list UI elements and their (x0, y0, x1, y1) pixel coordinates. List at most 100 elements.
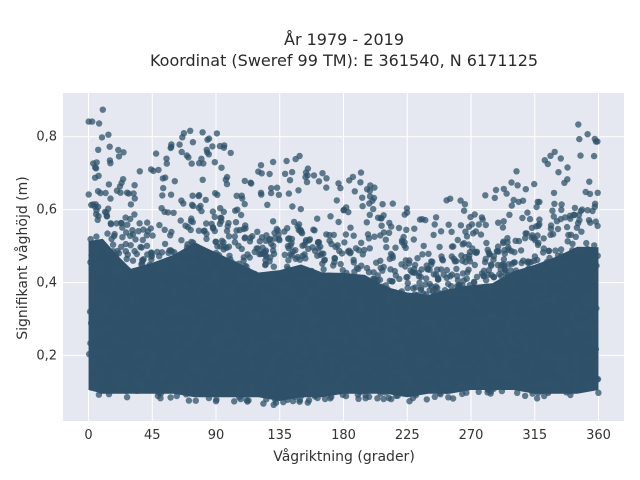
scatter-point (124, 221, 131, 228)
scatter-point (521, 319, 528, 326)
scatter-point (556, 335, 563, 343)
scatter-point (228, 279, 236, 286)
scatter-point (89, 201, 97, 208)
scatter-point (554, 225, 562, 233)
scatter-point (241, 200, 248, 208)
scatter-point (315, 178, 323, 185)
scatter-point (500, 256, 508, 263)
scatter-point (85, 118, 92, 125)
scatter-point (379, 321, 386, 328)
scatter-point (88, 252, 95, 259)
scatter-point (197, 308, 205, 315)
scatter-point (169, 339, 176, 347)
scatter-point (298, 374, 305, 381)
scatter-point (441, 287, 449, 294)
scatter-point (541, 157, 548, 164)
scatter-point (380, 300, 387, 307)
scatter-point (208, 348, 216, 355)
scatter-point (136, 302, 143, 309)
scatter-point (189, 301, 196, 308)
scatter-point (294, 305, 301, 313)
scatter-point (250, 371, 257, 378)
scatter-point (354, 391, 362, 398)
scatter-point (378, 222, 385, 229)
scatter-point (127, 215, 134, 223)
scatter-point (550, 258, 557, 265)
scatter-point (124, 306, 131, 313)
scatter-point (402, 308, 409, 315)
scatter-point (97, 189, 104, 197)
scatter-point (490, 326, 497, 334)
scatter-point (87, 319, 95, 327)
scatter-point (453, 257, 460, 265)
scatter-point (359, 322, 367, 329)
scatter-point (250, 354, 257, 361)
x-tick-label: 225 (395, 428, 420, 443)
scatter-point (359, 194, 366, 201)
scatter-point (161, 240, 169, 248)
scatter-point (310, 346, 317, 353)
scatter-point (412, 332, 420, 340)
scatter-point (587, 309, 594, 316)
scatter-point (549, 319, 556, 326)
scatter-point (241, 235, 248, 242)
scatter-point (156, 334, 163, 342)
scatter-point (272, 399, 280, 406)
scatter-point (475, 349, 482, 356)
scatter-point (347, 303, 355, 310)
scatter-point (156, 322, 164, 329)
scatter-point (275, 319, 283, 327)
scatter-point (443, 197, 450, 204)
scatter-point (168, 143, 175, 151)
scatter-point (284, 300, 291, 308)
scatter-point (163, 160, 170, 167)
scatter-point (459, 327, 466, 334)
scatter-point (256, 352, 263, 359)
scatter-point (418, 334, 425, 341)
scatter-point (252, 289, 260, 296)
scatter-point (113, 220, 120, 227)
scatter-point (539, 338, 546, 345)
scatter-point (118, 321, 125, 328)
scatter-point (120, 316, 128, 323)
scatter-point (281, 276, 288, 283)
scatter-point (204, 284, 211, 292)
scatter-point (364, 329, 372, 336)
scatter-point (345, 329, 352, 336)
scatter-point (378, 372, 386, 380)
scatter-point (326, 341, 333, 349)
scatter-point (357, 179, 364, 186)
scatter-point (349, 173, 357, 181)
scatter-point (426, 324, 433, 332)
scatter-point (98, 277, 105, 284)
scatter-point (434, 381, 441, 388)
scatter-point (128, 383, 135, 391)
scatter-point (302, 255, 309, 262)
scatter-point (427, 331, 435, 339)
scatter-point (255, 368, 262, 376)
scatter-point (271, 348, 278, 355)
scatter-point (585, 250, 593, 258)
scatter-point (192, 374, 199, 381)
scatter-point (466, 258, 474, 265)
scatter-point (463, 368, 471, 375)
scatter-point (265, 285, 273, 292)
scatter-point (235, 260, 243, 267)
scatter-point (132, 236, 139, 243)
x-tick-label: 90 (208, 428, 225, 443)
scatter-point (143, 341, 150, 349)
scatter-point (158, 205, 165, 212)
scatter-point (200, 362, 208, 370)
scatter-point (302, 335, 309, 342)
scatter-point (130, 190, 137, 197)
scatter-point (392, 244, 399, 251)
scatter-point (459, 257, 466, 264)
scatter-point (517, 247, 525, 254)
scatter-point (568, 375, 575, 382)
scatter-point (232, 312, 239, 319)
scatter-point (516, 347, 524, 355)
scatter-point (530, 257, 538, 265)
scatter-point (495, 219, 502, 226)
scatter-point (288, 168, 296, 176)
